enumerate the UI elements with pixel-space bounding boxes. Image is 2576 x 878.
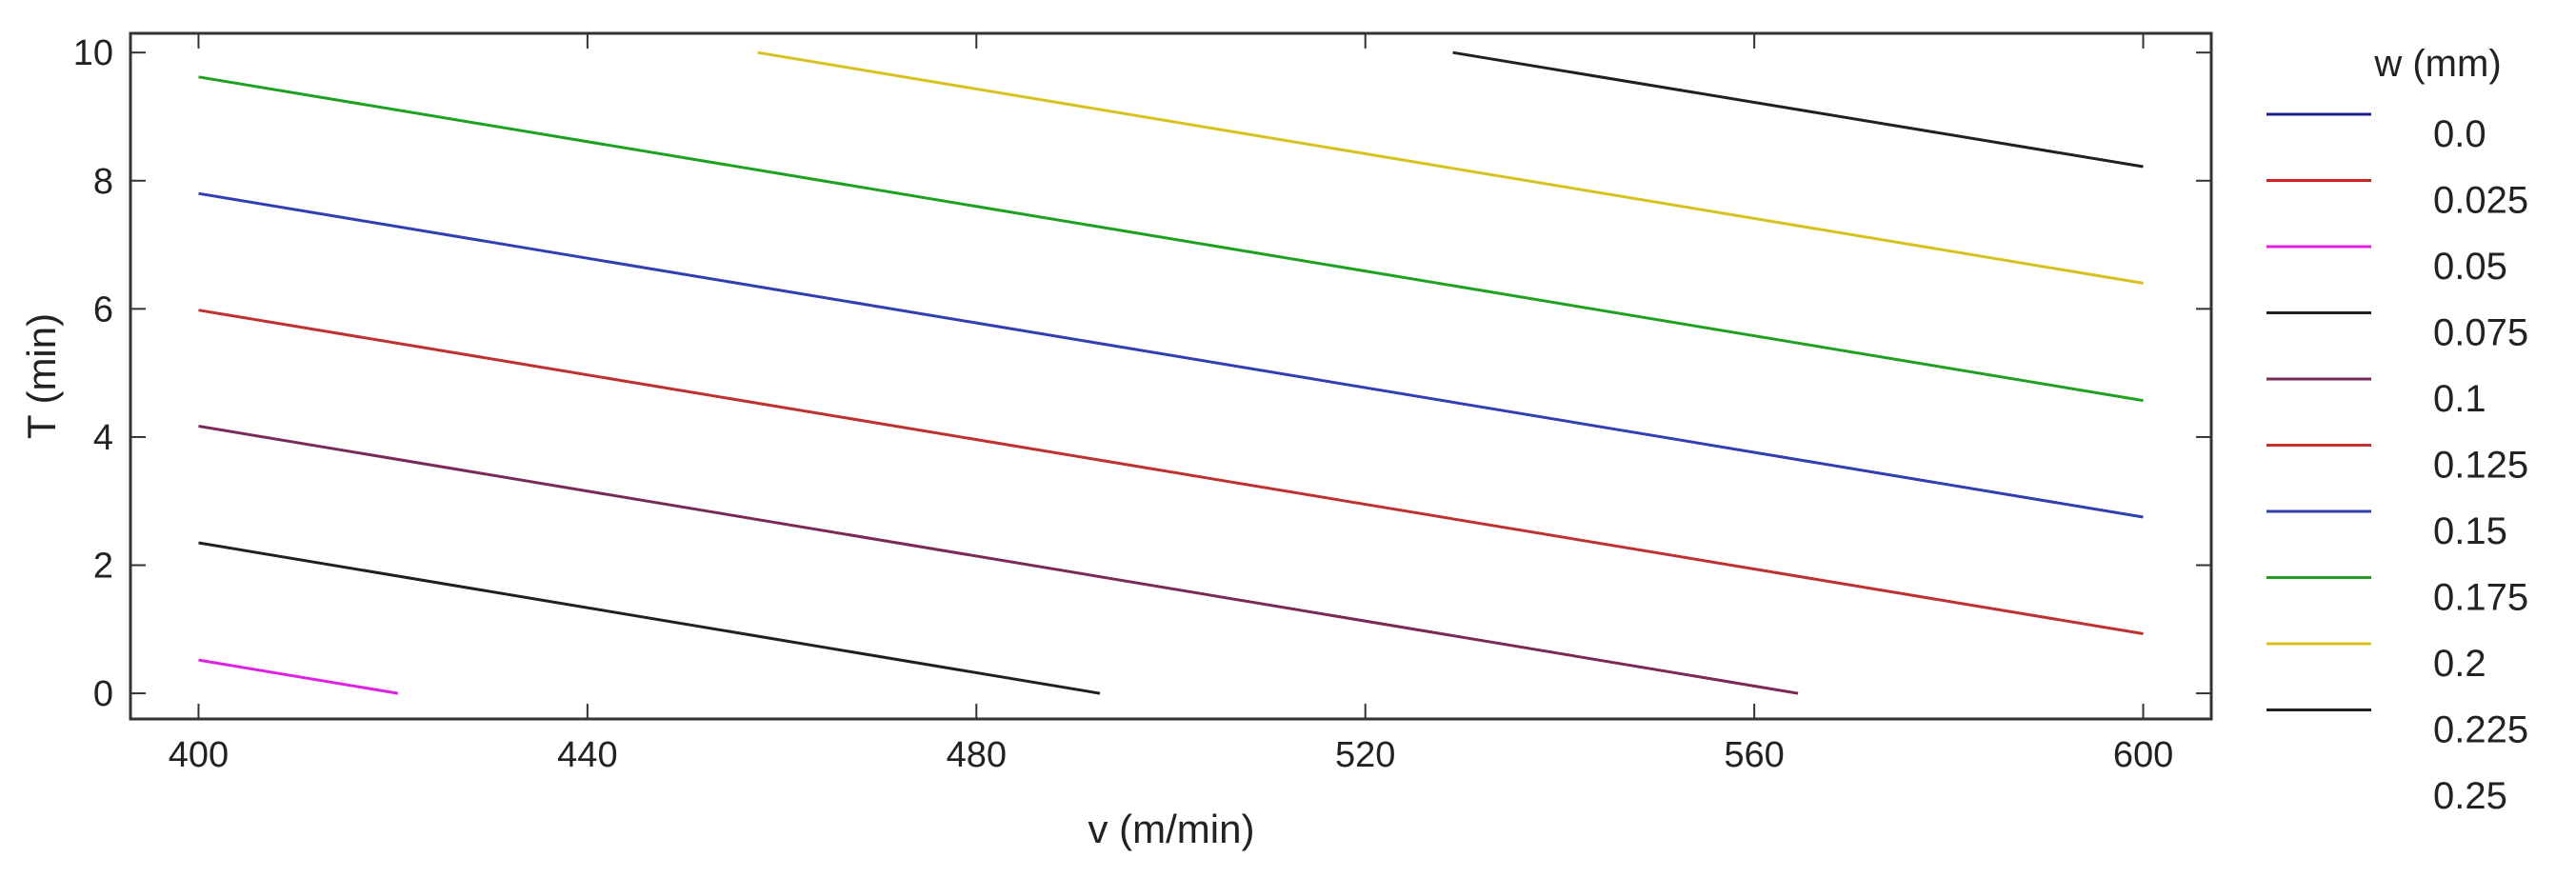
x-tick-label: 560 xyxy=(1724,735,1784,775)
legend-label: 0.075 xyxy=(2433,312,2528,354)
y-axis-label: T (min) xyxy=(19,313,64,439)
legend: w (mm) 0.0 0.025 0.05 0.075 0.1 0.125 0.15 0.17… xyxy=(2266,43,2528,817)
x-tick-label: 520 xyxy=(1335,735,1395,775)
y-tick-label: 6 xyxy=(93,289,113,329)
series-line-1 xyxy=(198,541,1101,695)
plot-frame xyxy=(129,31,2213,721)
series-line-6 xyxy=(757,50,2144,285)
legend-label: 0.0 xyxy=(2433,113,2486,155)
legend-label: 0.125 xyxy=(2433,445,2528,487)
legend-label: 0.25 xyxy=(2433,775,2507,817)
x-tick-label: 400 xyxy=(169,735,229,775)
legend-label: 0.225 xyxy=(2433,709,2528,751)
series-line-4 xyxy=(198,191,2144,519)
legend-label: 0.05 xyxy=(2433,246,2507,288)
series-layer xyxy=(198,50,2144,695)
y-tick-label: 0 xyxy=(93,674,113,714)
y-tick-label: 10 xyxy=(73,33,113,73)
legend-label: 0.2 xyxy=(2433,643,2486,685)
y-tick-label: 2 xyxy=(93,547,113,587)
x-tick-label: 600 xyxy=(2113,735,2173,775)
legend-label: 0.15 xyxy=(2433,510,2507,552)
x-ticks: 400 440 480 520 560 600 xyxy=(169,33,2173,775)
x-tick-label: 480 xyxy=(947,735,1007,775)
x-axis-label: v (m/min) xyxy=(1088,807,1255,851)
legend-label: 0.025 xyxy=(2433,180,2528,222)
series-line-7 xyxy=(1452,50,2144,169)
y-ticks: 0 2 4 6 8 10 xyxy=(73,33,2211,714)
y-tick-label: 4 xyxy=(93,418,113,458)
legend-label: 0.1 xyxy=(2433,378,2486,420)
series-line-0 xyxy=(198,658,399,695)
legend-title: w (mm) xyxy=(2373,43,2501,85)
x-tick-label: 440 xyxy=(557,735,617,775)
series-line-2 xyxy=(198,425,1799,695)
legend-label: 0.175 xyxy=(2433,577,2528,619)
series-line-3 xyxy=(198,309,2144,635)
y-tick-label: 8 xyxy=(93,162,113,202)
series-line-5 xyxy=(198,75,2144,403)
